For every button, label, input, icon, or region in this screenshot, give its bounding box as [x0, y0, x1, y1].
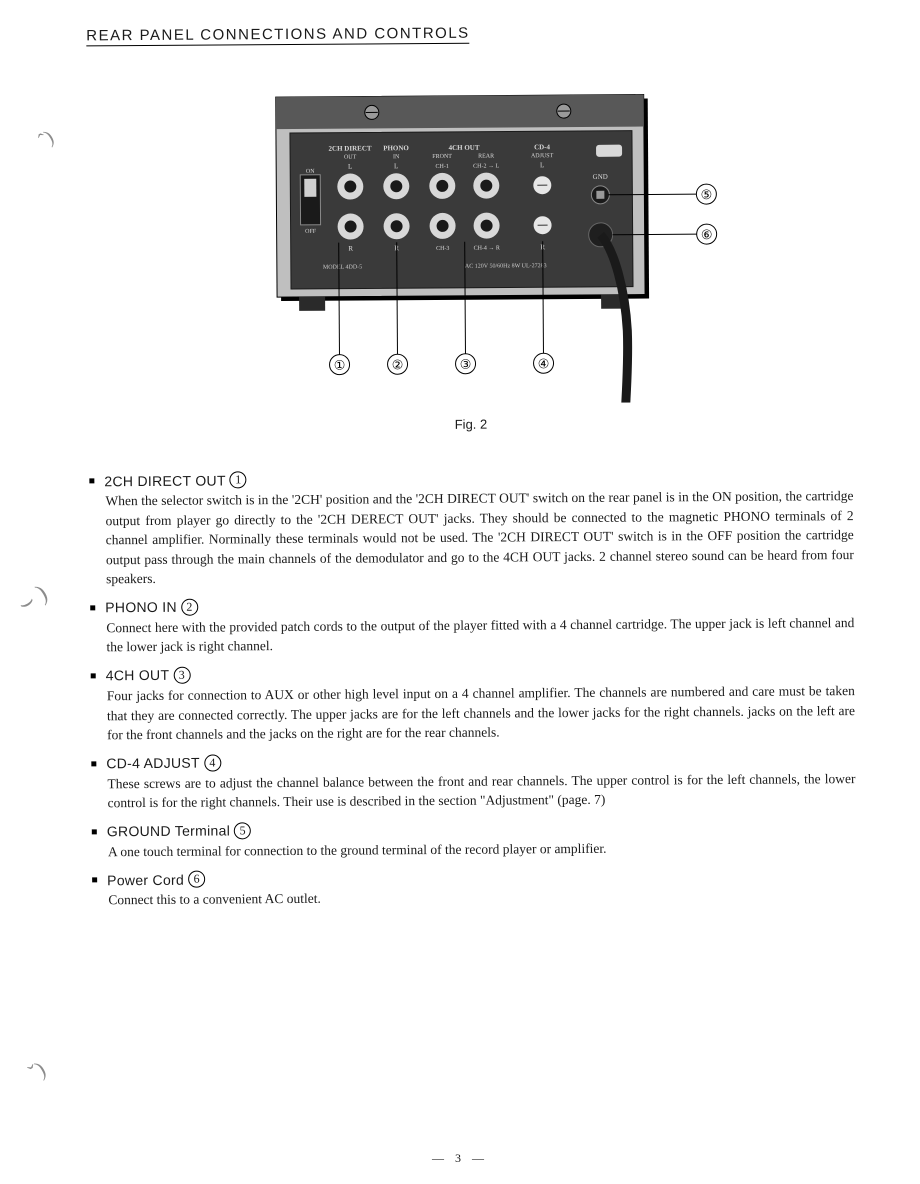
svg-text:AC 120V 50/60Hz 8W UL-27283: AC 120V 50/60Hz 8W UL-27283	[465, 263, 547, 270]
svg-text:PHONO: PHONO	[383, 144, 409, 152]
section: Power Cord6Connect this to a convenient …	[92, 866, 856, 910]
section-number-circle: 6	[188, 871, 205, 888]
section: GROUND Terminal5A one touch terminal for…	[92, 818, 856, 862]
svg-text:L: L	[540, 161, 544, 169]
section-body: When the selector switch is in the '2CH'…	[105, 486, 854, 589]
bullet-icon	[92, 829, 97, 834]
scan-artifact: ˇ)	[24, 1056, 50, 1086]
svg-text:L: L	[348, 163, 352, 171]
sections-container: 2CH DIRECT OUT1When the selector switch …	[89, 467, 856, 910]
section-title: 2CH DIRECT OUT	[104, 472, 226, 489]
section-body: Connect this to a convenient AC outlet.	[108, 885, 856, 910]
section-body: Connect here with the provided patch cor…	[106, 613, 854, 657]
section-title: Power Cord	[107, 872, 184, 889]
section-body: Four jacks for connection to AUX or othe…	[107, 681, 855, 745]
bullet-icon	[89, 478, 94, 483]
svg-text:④: ④	[538, 356, 550, 371]
svg-text:ADJUST: ADJUST	[531, 153, 554, 159]
svg-text:CH-4 → R: CH-4 → R	[474, 246, 500, 252]
svg-text:2CH DIRECT: 2CH DIRECT	[329, 144, 372, 152]
svg-text:CH-3: CH-3	[436, 246, 449, 252]
figure-caption: Fig. 2	[89, 414, 853, 434]
page-number: — 3 —	[0, 1151, 920, 1166]
section-body: These screws are to adjust the channel b…	[107, 769, 855, 813]
section-title: GROUND Terminal	[107, 823, 230, 840]
svg-text:CH-1: CH-1	[435, 164, 448, 170]
svg-text:⑤: ⑤	[700, 187, 712, 202]
svg-text:OFF: OFF	[305, 229, 317, 235]
bullet-icon	[91, 761, 96, 766]
svg-text:R: R	[348, 245, 353, 253]
svg-text:OUT: OUT	[344, 155, 357, 161]
page-title: REAR PANEL CONNECTIONS AND CONTROLS	[86, 25, 470, 47]
svg-text:CH-2 → L: CH-2 → L	[473, 164, 499, 170]
svg-text:REAR: REAR	[478, 154, 494, 160]
bullet-icon	[90, 605, 95, 610]
section: 2CH DIRECT OUT1When the selector switch …	[89, 467, 854, 589]
section: CD-4 ADJUST4These screws are to adjust t…	[91, 750, 855, 813]
bullet-icon	[91, 673, 96, 678]
section-number-circle: 2	[181, 598, 198, 615]
section-body: A one touch terminal for connection to t…	[108, 837, 856, 862]
section-title: PHONO IN	[105, 599, 177, 615]
svg-text:CD-4: CD-4	[534, 143, 550, 151]
svg-text:MODEL 4DD-5: MODEL 4DD-5	[323, 264, 362, 270]
svg-text:GND: GND	[593, 173, 608, 181]
section-title: 4CH OUT	[106, 667, 170, 683]
svg-text:②: ②	[392, 357, 404, 372]
section-number-circle: 1	[230, 471, 247, 488]
section: PHONO IN2Connect here with the provided …	[90, 594, 854, 657]
svg-text:IN: IN	[393, 154, 400, 160]
section: 4CH OUT3Four jacks for connection to AUX…	[91, 662, 856, 745]
section-number-circle: 4	[204, 754, 221, 771]
svg-text:L: L	[394, 162, 398, 170]
svg-text:③: ③	[460, 357, 472, 372]
svg-text:ON: ON	[306, 169, 315, 175]
section-title: CD-4 ADJUST	[106, 755, 200, 772]
svg-text:①: ①	[334, 358, 346, 373]
svg-text:FRONT: FRONT	[432, 154, 452, 160]
section-number-circle: 3	[173, 667, 190, 684]
section-number-circle: 5	[234, 822, 251, 839]
svg-text:4CH OUT: 4CH OUT	[449, 144, 480, 152]
rear-panel-figure: ON OFF 2CH DIRECT OUT L R PHONO IN L R 4…	[264, 90, 786, 406]
svg-text:⑥: ⑥	[701, 227, 713, 242]
bullet-icon	[92, 878, 97, 883]
